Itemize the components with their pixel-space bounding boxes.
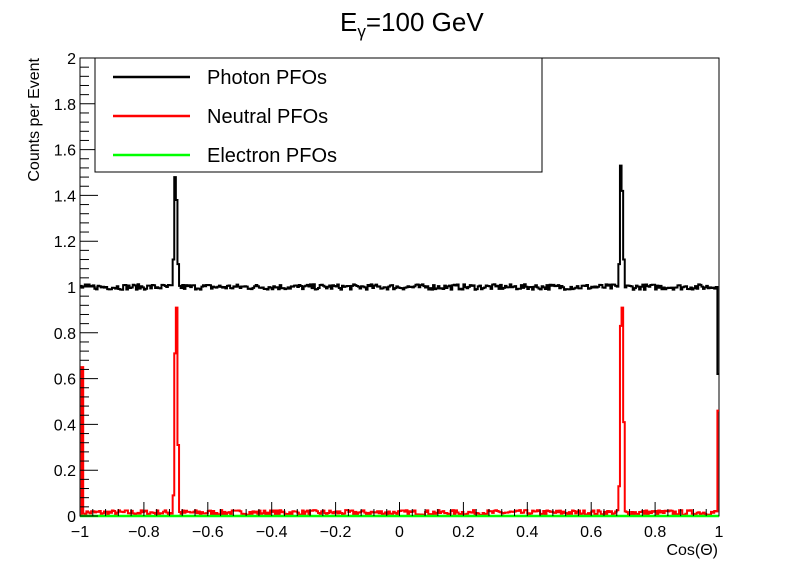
x-axis-label: Cos(Θ) [666, 542, 718, 559]
x-tick-label: 0.6 [580, 524, 602, 541]
y-axis-label: Counts per Event [26, 57, 43, 181]
y-tick-label: 0.4 [54, 417, 76, 434]
x-tick-label: 0.2 [452, 524, 474, 541]
y-tick-label: 1.8 [54, 97, 76, 114]
chart-title: Eγ=100 GeV [340, 7, 484, 41]
x-tick-label: −0.4 [256, 524, 288, 541]
legend-label: Photon PFOs [207, 67, 327, 89]
y-tick-label: 0.2 [54, 463, 76, 480]
series-line-photon-pfos [80, 164, 719, 376]
legend-entries: Photon PFOs Neutral PFOs Electron PFOs [113, 67, 337, 167]
x-tick-label: −0.8 [128, 524, 160, 541]
y-tick-label: 1.6 [54, 143, 76, 160]
y-tick-label: 1.4 [54, 188, 76, 205]
y-tick-label: 0.6 [54, 372, 76, 389]
chart-title-subscript: γ [357, 22, 366, 41]
y-tick-label: 0.8 [54, 326, 76, 343]
legend-label: Neutral PFOs [207, 106, 328, 128]
y-tick-label: 2 [67, 51, 76, 68]
y-tick-label: 1 [67, 280, 76, 297]
y-axis: 0 0.2 0.4 0.6 0.8 1 1.2 1.4 1.6 1.8 2 [54, 51, 98, 526]
y-tick-label: 0 [67, 509, 76, 526]
x-tick-label: −1 [71, 524, 89, 541]
x-tick-label: 1 [715, 524, 724, 541]
chart-title-rest: =100 GeV [366, 7, 484, 37]
x-tick-label: 0 [395, 524, 404, 541]
x-axis: −1 −0.8 −0.6 −0.4 −0.2 0 0.2 0.4 0.6 0.8 1 [71, 502, 724, 541]
x-tick-label: 0.8 [644, 524, 666, 541]
x-tick-label: 0.4 [516, 524, 538, 541]
y-tick-label: 1.2 [54, 234, 76, 251]
chart-title-main: E [340, 7, 357, 37]
legend-label: Electron PFOs [207, 145, 337, 167]
x-tick-label: −0.6 [192, 524, 224, 541]
x-tick-label: −0.2 [320, 524, 352, 541]
legend: Photon PFOs Neutral PFOs Electron PFOs [94, 57, 543, 173]
